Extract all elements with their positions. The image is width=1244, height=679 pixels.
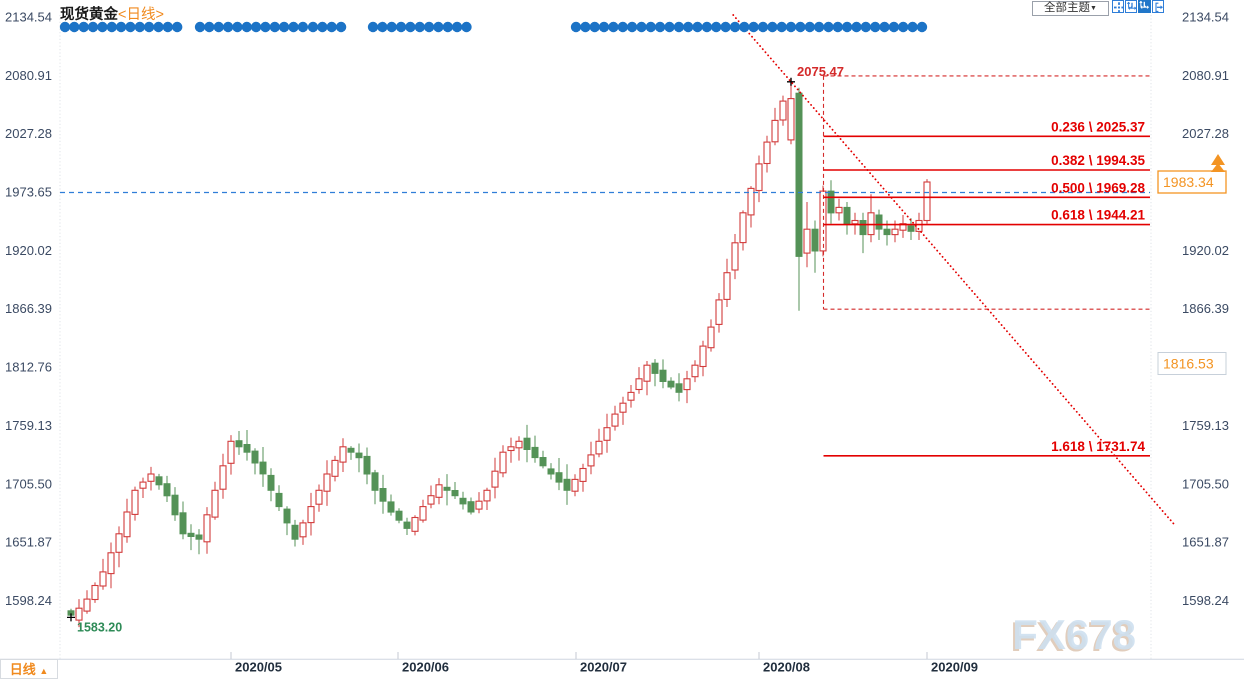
svg-text:1920.02: 1920.02	[5, 243, 52, 258]
svg-text:1816.53: 1816.53	[1163, 356, 1214, 372]
svg-text:1973.65: 1973.65	[5, 185, 52, 200]
svg-text:2020/06: 2020/06	[402, 660, 449, 675]
svg-text:0.618 \ 1944.21: 0.618 \ 1944.21	[1051, 208, 1145, 223]
svg-text:1651.87: 1651.87	[5, 535, 52, 550]
svg-text:1759.13: 1759.13	[5, 418, 52, 433]
svg-text:2027.28: 2027.28	[1182, 126, 1229, 141]
svg-text:1651.87: 1651.87	[1182, 535, 1229, 550]
svg-text:2080.91: 2080.91	[5, 68, 52, 83]
svg-text:2134.54: 2134.54	[1182, 10, 1229, 25]
svg-text:1583.20: 1583.20	[77, 620, 122, 634]
svg-text:FX678: FX678	[1012, 611, 1136, 658]
svg-text:1920.02: 1920.02	[1182, 243, 1229, 258]
svg-text:1983.34: 1983.34	[1163, 174, 1214, 190]
svg-text:2020/09: 2020/09	[931, 660, 978, 675]
svg-text:0.500 \ 1969.28: 0.500 \ 1969.28	[1051, 180, 1145, 195]
svg-text:1705.50: 1705.50	[1182, 476, 1229, 491]
svg-text:1705.50: 1705.50	[5, 476, 52, 491]
svg-text:1866.39: 1866.39	[1182, 301, 1229, 316]
svg-text:1812.76: 1812.76	[5, 360, 52, 375]
svg-text:2020/05: 2020/05	[235, 660, 282, 675]
svg-text:1598.24: 1598.24	[1182, 593, 1229, 608]
svg-text:2075.47: 2075.47	[797, 64, 844, 79]
svg-text:2080.91: 2080.91	[1182, 68, 1229, 83]
svg-text:1598.24: 1598.24	[5, 593, 52, 608]
svg-text:2027.28: 2027.28	[5, 126, 52, 141]
svg-text:2020/08: 2020/08	[763, 660, 810, 675]
svg-text:1759.13: 1759.13	[1182, 418, 1229, 433]
svg-text:2020/07: 2020/07	[580, 660, 627, 675]
svg-text:1.618 \ 1731.74: 1.618 \ 1731.74	[1051, 439, 1145, 454]
svg-text:0.382 \ 1994.35: 0.382 \ 1994.35	[1051, 153, 1145, 168]
svg-text:2134.54: 2134.54	[5, 10, 52, 25]
svg-text:0.236 \ 2025.37: 0.236 \ 2025.37	[1051, 119, 1145, 134]
svg-text:1866.39: 1866.39	[5, 301, 52, 316]
